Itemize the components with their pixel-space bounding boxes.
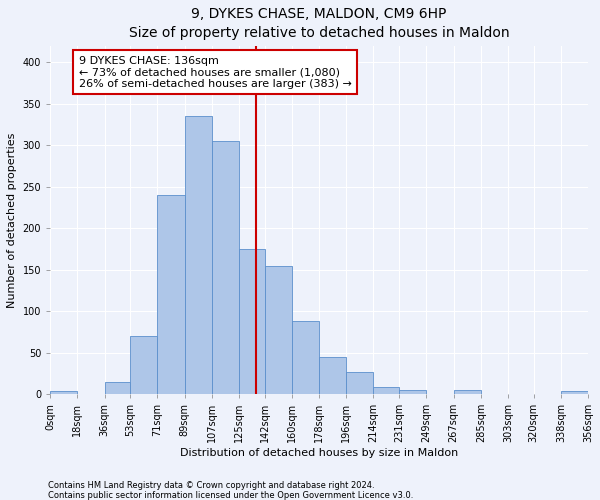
Bar xyxy=(212,141,239,394)
Bar xyxy=(265,266,292,394)
Bar xyxy=(157,195,185,394)
Bar xyxy=(454,390,481,394)
Bar xyxy=(561,391,588,394)
Y-axis label: Number of detached properties: Number of detached properties xyxy=(7,132,17,308)
Bar xyxy=(104,382,130,394)
Text: Contains HM Land Registry data © Crown copyright and database right 2024.: Contains HM Land Registry data © Crown c… xyxy=(48,480,374,490)
Bar xyxy=(185,116,212,394)
Bar xyxy=(346,372,373,394)
Bar xyxy=(50,391,77,394)
Title: 9, DYKES CHASE, MALDON, CM9 6HP
Size of property relative to detached houses in : 9, DYKES CHASE, MALDON, CM9 6HP Size of … xyxy=(129,7,509,40)
Bar xyxy=(292,321,319,394)
Bar xyxy=(399,390,427,394)
X-axis label: Distribution of detached houses by size in Maldon: Distribution of detached houses by size … xyxy=(180,448,458,458)
Bar xyxy=(319,357,346,394)
Text: Contains public sector information licensed under the Open Government Licence v3: Contains public sector information licen… xyxy=(48,490,413,500)
Bar xyxy=(130,336,157,394)
Bar xyxy=(239,249,265,394)
Text: 9 DYKES CHASE: 136sqm
← 73% of detached houses are smaller (1,080)
26% of semi-d: 9 DYKES CHASE: 136sqm ← 73% of detached … xyxy=(79,56,352,89)
Bar xyxy=(373,388,399,394)
